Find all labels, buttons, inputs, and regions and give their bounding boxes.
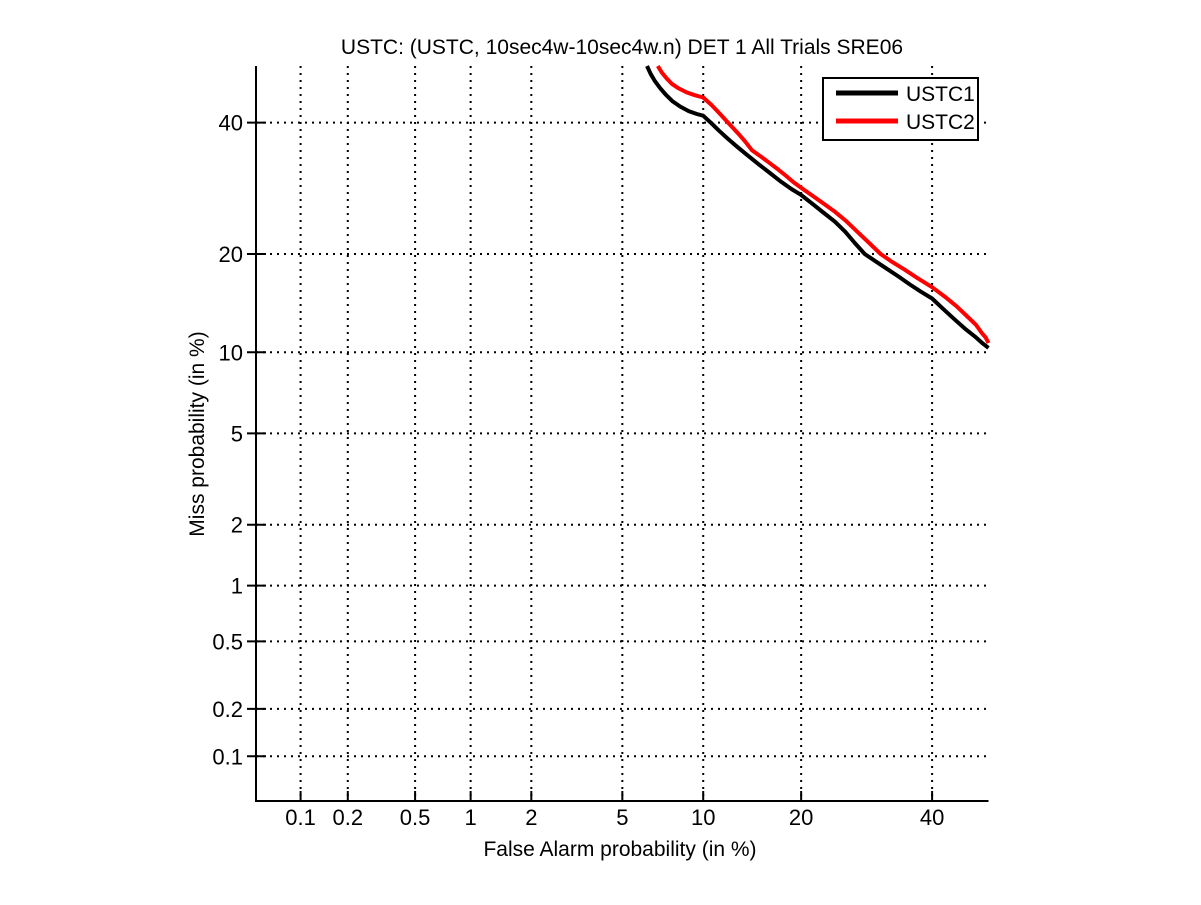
x-axis-label: False Alarm probability (in %) xyxy=(483,838,756,861)
y-tick-label: 0.5 xyxy=(212,629,243,654)
y-tick-label: 0.2 xyxy=(212,697,243,722)
det-curve-ustc2 xyxy=(656,64,991,344)
y-tick-label: 0.1 xyxy=(212,744,243,769)
x-tick-label: 20 xyxy=(789,805,813,830)
x-tick-label: 0.1 xyxy=(285,805,316,830)
x-tick-label: 40 xyxy=(920,805,944,830)
y-tick-label: 2 xyxy=(231,513,243,538)
y-tick-label: 5 xyxy=(231,421,243,446)
legend: USTC1 USTC2 xyxy=(822,77,979,141)
legend-border xyxy=(822,77,979,141)
legend-label-ustc2: USTC2 xyxy=(906,111,975,134)
x-tick-label: 10 xyxy=(691,805,715,830)
curve-layer xyxy=(645,64,991,350)
y-tick-label: 1 xyxy=(231,574,243,599)
legend-label-ustc1: USTC1 xyxy=(906,83,975,106)
y-axis-label: Miss probability (in %) xyxy=(186,331,209,536)
x-tick-label: 0.2 xyxy=(332,805,363,830)
y-tick-label: 10 xyxy=(219,340,243,365)
x-tick-label: 1 xyxy=(465,805,477,830)
x-tick-label: 5 xyxy=(616,805,628,830)
det-curve-ustc1 xyxy=(645,65,990,350)
plot-title: USTC: (USTC, 10sec4w-10sec4w.n) DET 1 Al… xyxy=(341,36,903,59)
x-tick-label: 0.5 xyxy=(400,805,431,830)
x-tick-label: 2 xyxy=(525,805,537,830)
grid-layer xyxy=(256,66,989,801)
y-tick-label: 20 xyxy=(219,242,243,267)
y-tick-label: 40 xyxy=(219,111,243,136)
axis-layer: 0.1 0.2 0.5 1 2 5 10 20 40 0.1 0.2 0.5 1 2 5 10 20 40 xyxy=(212,66,989,830)
